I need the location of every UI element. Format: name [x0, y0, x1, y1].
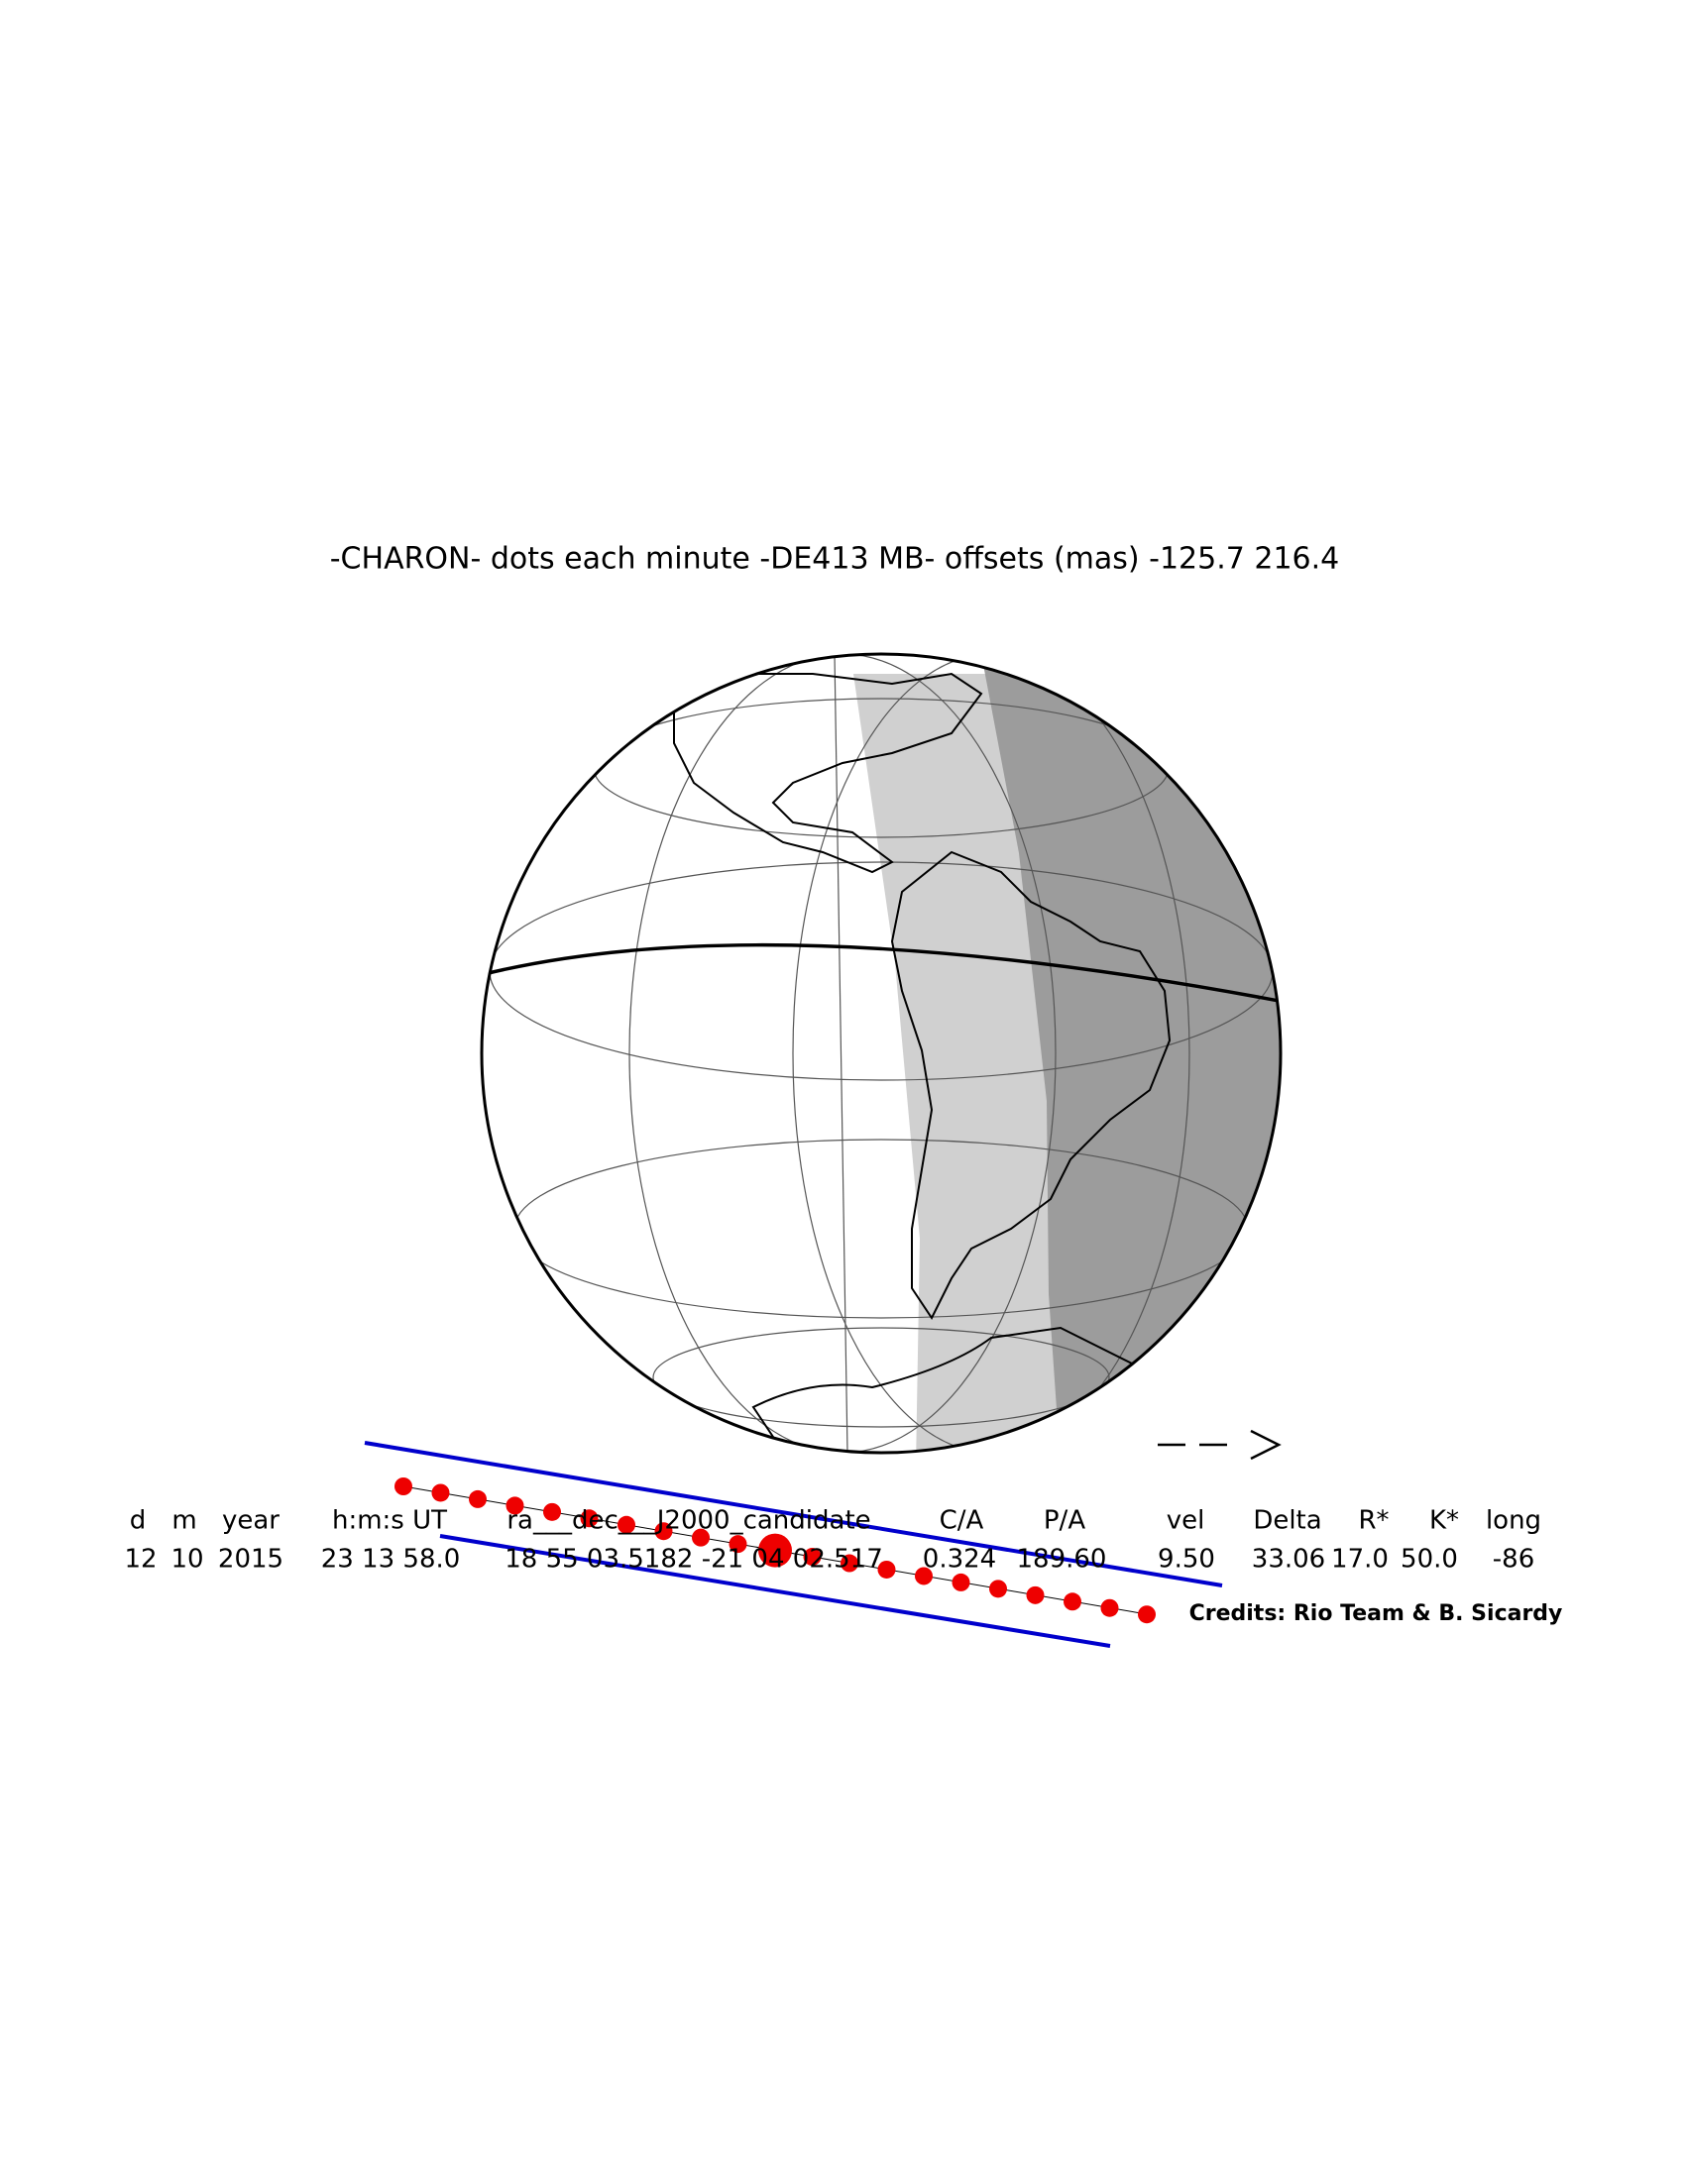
minute-dot — [431, 1483, 450, 1502]
equator — [482, 942, 1280, 1042]
map-title: -CHARON- dots each minute -DE413 MB- off… — [330, 542, 1340, 577]
column-value: 33.06 — [1252, 1545, 1325, 1575]
minute-dot — [469, 1489, 487, 1508]
minute-dot — [989, 1580, 1007, 1598]
central-dot — [758, 1533, 792, 1568]
column-value: 23 13 58.0 — [321, 1545, 461, 1575]
minute-dot — [543, 1502, 561, 1521]
column-value: 189.60 — [1017, 1545, 1107, 1575]
column-header: h:m:s UT — [332, 1506, 447, 1536]
column-header: vel — [1167, 1506, 1205, 1536]
minute-dot — [506, 1496, 524, 1515]
antarctica — [751, 1326, 1192, 1453]
column-value: 0.324 — [923, 1545, 996, 1575]
minute-dot — [877, 1560, 896, 1579]
column-header: C/A — [940, 1506, 984, 1536]
north-america — [673, 672, 983, 874]
minute-dot — [1064, 1592, 1081, 1611]
column-value: 18 55 03.5182 -21 04 02.517 — [505, 1545, 883, 1575]
south-america — [890, 850, 1172, 1320]
column-value: 2015 — [218, 1545, 283, 1575]
direction-arrow — [1158, 1429, 1282, 1461]
minute-dot — [1100, 1598, 1119, 1617]
minute-dot — [729, 1535, 747, 1554]
minute-dot — [1026, 1585, 1045, 1604]
minute-dot — [803, 1548, 822, 1567]
column-header: d — [130, 1506, 147, 1536]
minute-dot — [692, 1528, 710, 1547]
column-header: ra___dec___J2000_candidate — [506, 1506, 870, 1536]
minute-dot — [952, 1573, 970, 1591]
globe — [480, 652, 1283, 1455]
minute-dot — [394, 1477, 412, 1495]
column-header: P/A — [1044, 1506, 1085, 1536]
shadow-limit-north — [364, 1441, 1223, 1587]
column-value: 10 — [170, 1545, 203, 1575]
column-header: R* — [1358, 1506, 1389, 1536]
column-header: Delta — [1253, 1506, 1321, 1536]
minute-dot — [580, 1509, 599, 1528]
minute-dot — [618, 1515, 635, 1534]
column-header: m — [171, 1506, 196, 1536]
column-header: long — [1486, 1506, 1541, 1536]
column-value: 12 — [124, 1545, 157, 1575]
globe-outline — [480, 652, 1283, 1455]
minute-dot — [654, 1522, 673, 1541]
minute-dot — [1138, 1605, 1156, 1624]
column-value: 9.50 — [1158, 1545, 1215, 1575]
column-value: -86 — [1493, 1545, 1534, 1575]
column-value: 50.0 — [1401, 1545, 1458, 1575]
column-header: K* — [1429, 1506, 1459, 1536]
minute-dot — [915, 1567, 933, 1585]
event-table: d m year h:m:s UT ra___dec___J2000_candidate… — [124, 1506, 1541, 1575]
minute-dot — [841, 1554, 858, 1573]
shadow-limit-south — [439, 1534, 1111, 1648]
column-header: year — [222, 1506, 280, 1536]
shadow-path — [364, 1441, 1223, 1648]
credits: Credits: Rio Team & B. Sicardy — [1189, 1601, 1563, 1626]
night-zone — [981, 654, 1281, 1453]
column-value: 17.0 — [1331, 1545, 1389, 1575]
